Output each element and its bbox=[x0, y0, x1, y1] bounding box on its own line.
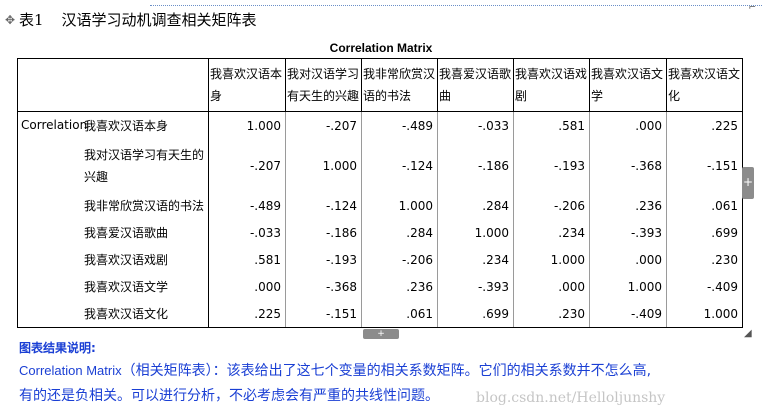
correlation-matrix-table: 我喜欢汉语本身 我对汉语学习有天生的兴趣 我非常欣赏汉语的书法 我喜爱汉语歌曲 我喜欢汉… bbox=[17, 58, 743, 328]
table-cell: 1.000 bbox=[666, 300, 743, 328]
column-header: 我喜爱汉语歌曲 bbox=[437, 58, 514, 112]
row-label: 我非常欣赏汉语的书法 bbox=[84, 198, 205, 213]
table-row: 我对汉语学习有天生的兴趣 -.207 1.000 -.124 -.186 -.193 -.3… bbox=[18, 139, 743, 192]
description-line-1: Correlation Matrix（相关矩阵表）：该表给出了这七个变量的相关系… bbox=[19, 361, 754, 381]
table-cell: 1.000 bbox=[437, 219, 514, 246]
table-cell: .225 bbox=[666, 111, 743, 139]
table-cell: 1.000 bbox=[285, 139, 362, 192]
matrix-title: Correlation Matrix bbox=[329, 41, 433, 55]
row-label: 我喜欢汉语戏剧 bbox=[84, 252, 169, 267]
row-label: 我喜爱汉语歌曲 bbox=[84, 225, 169, 240]
row-label-cell: 我喜爱汉语歌曲 bbox=[18, 219, 209, 246]
description-title: 图表结果说明: bbox=[19, 341, 96, 355]
corner-cell bbox=[17, 58, 209, 112]
table-row: 我喜欢汉语文化 .225 -.151.061.699.230 -.409 1.000 bbox=[17, 300, 743, 328]
table-cell: .284 bbox=[361, 219, 438, 246]
table-cell: .000 bbox=[589, 111, 667, 139]
column-header: 我喜欢汉语戏剧 bbox=[513, 58, 590, 112]
table-row: 我喜爱汉语歌曲 -.033 -.186.284 1.000.234 -.393.699 bbox=[18, 219, 743, 246]
plus-icon[interactable]: + bbox=[363, 329, 399, 339]
table-cell: .000 bbox=[513, 273, 590, 300]
column-header: 我喜欢汉语文化 bbox=[666, 58, 743, 112]
description-term: Correlation Matrix bbox=[19, 363, 122, 378]
table-cell: -.186 bbox=[437, 139, 514, 192]
table-cell: -.489 bbox=[361, 111, 438, 139]
row-label: 我喜欢汉语文化 bbox=[84, 306, 169, 321]
table-cell: -.409 bbox=[666, 273, 743, 300]
table-cell: 1.000 bbox=[589, 273, 667, 300]
table-cell: .699 bbox=[666, 219, 743, 246]
top-border bbox=[150, 5, 762, 6]
table-cell: -.393 bbox=[437, 273, 514, 300]
table-cell: .284 bbox=[437, 192, 514, 219]
table-cell: .236 bbox=[361, 273, 438, 300]
table-cell: -.489 bbox=[208, 192, 286, 219]
table-cell: .225 bbox=[208, 300, 286, 328]
table-cell: -.193 bbox=[513, 139, 590, 192]
table-cell: 1.000 bbox=[208, 111, 286, 139]
table-cell: .234 bbox=[513, 219, 590, 246]
table-cell: -.207 bbox=[285, 111, 362, 139]
table-cell: -.151 bbox=[666, 139, 743, 192]
row-label-cell: 我喜欢汉语文学 bbox=[18, 273, 209, 300]
column-header: 我喜欢汉语本身 bbox=[208, 58, 286, 112]
table-cell: -.206 bbox=[361, 246, 438, 273]
table-cell: 1.000 bbox=[513, 246, 590, 273]
table-cell: -.207 bbox=[208, 139, 286, 192]
table-cell: -.368 bbox=[285, 273, 362, 300]
table-cell: -.393 bbox=[589, 219, 667, 246]
table-caption: 表1 汉语学习动机调查相关矩阵表 bbox=[19, 9, 257, 31]
table-cell: 1.000 bbox=[361, 192, 438, 219]
table-row: 我喜欢汉语文学 .000 -.368.236 -.393.000 1.000 -.409 bbox=[18, 273, 743, 300]
row-label-cell: 我喜欢汉语文化 bbox=[17, 300, 209, 328]
table-label: 表1 bbox=[19, 11, 44, 29]
header-row: 我喜欢汉语本身 我对汉语学习有天生的兴趣 我非常欣赏汉语的书法 我喜爱汉语歌曲 我喜欢汉… bbox=[17, 58, 743, 112]
table-cell: .236 bbox=[589, 192, 667, 219]
table-cell: .234 bbox=[437, 246, 514, 273]
description-text-1: （相关矩阵表）：该表给出了这七个变量的相关系数矩阵。它们的相关系数并不怎么高, bbox=[121, 363, 652, 379]
table-cell: -.124 bbox=[361, 139, 438, 192]
column-header: 我喜欢汉语文学 bbox=[589, 58, 667, 112]
table-cell: .699 bbox=[437, 300, 514, 328]
watermark: blog.csdn.net/Helloljunshy bbox=[476, 390, 666, 406]
table-caption-title: 汉语学习动机调查相关矩阵表 bbox=[61, 11, 257, 29]
row-label: 我对汉语学习有天生的兴趣 bbox=[84, 147, 205, 184]
table-cell: .581 bbox=[513, 111, 590, 139]
table-row: 我非常欣赏汉语的书法 -.489 -.124 1.000.284 -.206.236.0… bbox=[18, 192, 743, 219]
row-label: 我喜欢汉语本身 bbox=[84, 118, 169, 133]
row-label-cell: Correlation 我喜欢汉语本身 bbox=[18, 112, 209, 140]
description-line-2: 有的还是负相关。可以进行分析，不必考虑会有严重的共线性问题。 bbox=[19, 388, 439, 404]
table-cell: -.368 bbox=[589, 139, 667, 192]
table-cell: -.409 bbox=[589, 300, 667, 328]
column-header: 我对汉语学习有天生的兴趣 bbox=[285, 58, 362, 112]
table-cell: -.186 bbox=[285, 219, 362, 246]
row-label-cell: 我非常欣赏汉语的书法 bbox=[18, 192, 209, 219]
row-label-cell: 我喜欢汉语戏剧 bbox=[18, 246, 209, 273]
move-arrows-icon[interactable]: ✥ bbox=[4, 13, 16, 27]
table-cell: -.193 bbox=[285, 246, 362, 273]
resize-corner-icon[interactable]: ◢ bbox=[744, 328, 752, 339]
row-label-cell: 我对汉语学习有天生的兴趣 bbox=[18, 139, 209, 192]
table-cell: .230 bbox=[666, 246, 743, 273]
plus-icon[interactable]: + bbox=[742, 167, 754, 199]
row-group-label: Correlation bbox=[21, 118, 88, 132]
table-cell: .000 bbox=[589, 246, 667, 273]
table-cell: -.151 bbox=[285, 300, 362, 328]
table-row: Correlation 我喜欢汉语本身 1.000 -.207 -.489 -.033.5… bbox=[18, 111, 743, 140]
corner-mark-icon: ⌐ bbox=[748, 3, 756, 13]
table-cell: .000 bbox=[208, 273, 286, 300]
table-cell: .061 bbox=[666, 192, 743, 219]
column-header: 我非常欣赏汉语的书法 bbox=[361, 58, 438, 112]
row-label: 我喜欢汉语文学 bbox=[84, 279, 169, 294]
table-cell: -.033 bbox=[437, 111, 514, 139]
table-cell: -.033 bbox=[208, 219, 286, 246]
table-cell: .230 bbox=[513, 300, 590, 328]
table-cell: .581 bbox=[208, 246, 286, 273]
table-cell: -.124 bbox=[285, 192, 362, 219]
table-cell: -.206 bbox=[513, 192, 590, 219]
table-row: 我喜欢汉语戏剧 .581 -.193 -.206.234 1.000.000.230 bbox=[18, 246, 743, 273]
table-cell: .061 bbox=[361, 300, 438, 328]
